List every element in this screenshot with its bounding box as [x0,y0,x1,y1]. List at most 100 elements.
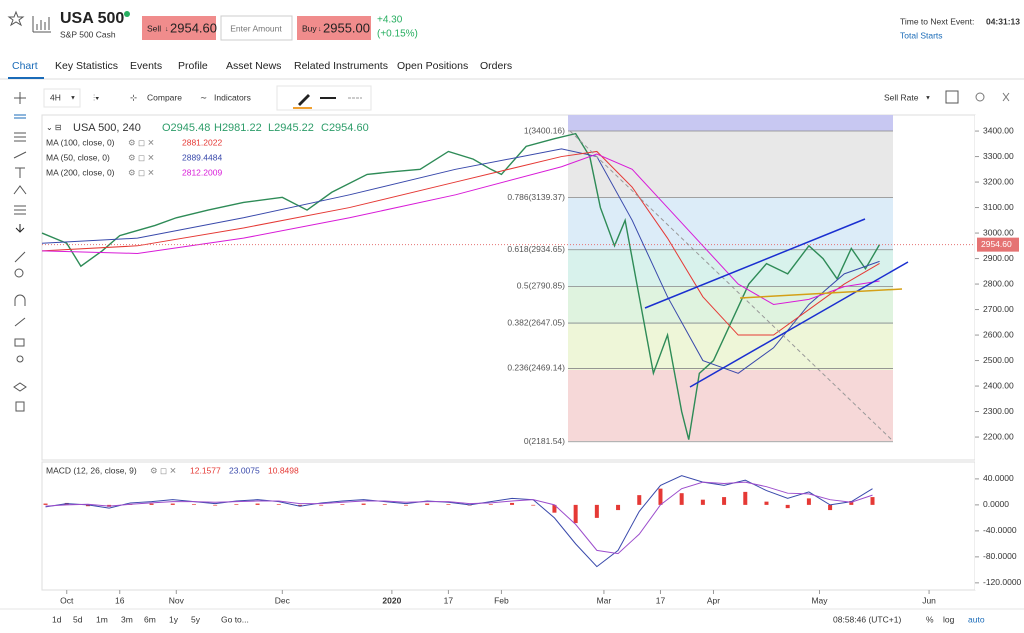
range-button[interactable]: 1m [96,614,108,624]
macd-bar [425,503,430,505]
ma-name: MA (100, close, 0) [46,137,115,147]
log-toggle[interactable]: log [943,614,955,624]
visibility-tool[interactable] [16,355,24,363]
ma-icons[interactable]: ⚙ ◻ ✕ [128,167,155,177]
compare-icon: ⊹ [130,92,138,102]
price-line [41,132,881,440]
amount-input[interactable] [220,15,293,41]
macd-value: 23.0075 [229,465,260,475]
buy-price: 2955.00 [323,20,370,35]
pencil-lock[interactable] [14,317,26,327]
range-button[interactable]: Go to... [221,614,249,624]
legend-low: L2945.22 [268,122,314,134]
crosshair-tool[interactable] [14,92,26,104]
macd-bar [404,504,409,506]
price-badge [977,237,1019,252]
tab[interactable]: Related Instruments [294,60,388,72]
macd-tick-label: 40.0000 [983,473,1014,483]
symbol: USA 500 [60,10,124,27]
lock-tool[interactable] [14,338,25,347]
tab[interactable]: Asset News [226,60,281,72]
text-tool[interactable] [15,167,25,178]
indicators[interactable]: Indicators [214,92,251,102]
tab[interactable]: Key Statistics [55,60,118,72]
fib-diagonal [569,130,894,442]
ma-icons[interactable]: ⚙ ◻ ✕ [128,152,155,162]
macd-bar [658,488,663,505]
macd-bar [828,504,833,511]
x-tick-label: Apr [707,595,720,605]
range-button[interactable]: 1d [52,614,62,624]
fib-band [568,370,893,441]
range-button[interactable]: 3m [121,614,133,624]
ma-line [41,150,880,336]
arrow-tool[interactable] [15,224,25,233]
macd-bar [616,504,621,511]
fib-band [568,249,893,287]
pattern-tool[interactable] [13,185,27,195]
tab[interactable]: Orders [480,60,512,72]
ruler-tool[interactable] [14,251,26,263]
left-toolbar [13,92,27,412]
legend-high: H2981.22 [214,122,262,134]
x-tick-label: 2020 [382,595,401,605]
y-tick-label: 2400.00 [983,380,1014,390]
tab[interactable]: Events [130,60,162,72]
sell-arrow: ↓ [165,26,169,33]
buy-button[interactable] [297,16,371,40]
interval-select[interactable] [43,88,81,108]
range-button[interactable]: 1y [169,614,179,624]
tab[interactable]: Profile [178,60,208,72]
subtitle: S&P 500 Cash [60,29,116,39]
y-tick-label: 3400.00 [983,125,1014,135]
tab[interactable]: Chart [12,60,38,72]
brush-tool[interactable] [13,151,27,159]
pct-toggle[interactable]: % [926,614,934,624]
magnet-tool[interactable] [14,294,26,306]
legend-icon[interactable]: ⌄ ⊟ [46,123,62,132]
tab[interactable]: Open Positions [397,60,468,72]
ma-legend: MA (100, close, 0) ⚙ ◻ ✕ 2881.2022 MA (50, … [46,137,222,177]
y-tick-label: 2200.00 [983,431,1014,441]
y-tick-label: 3000.00 [983,227,1014,237]
macd-bar [149,503,154,505]
legend: ⌄ ⊟ USA 500, 240 O2945.48 H2981.22 L2945… [46,122,369,134]
auto-toggle[interactable]: auto [968,614,985,624]
change: +4.30 [377,15,403,26]
favorite-icon[interactable] [7,10,25,27]
chart-icon[interactable] [32,16,51,33]
candle-type[interactable]: ⫶▾ [93,92,100,102]
fib-band [568,131,893,198]
settings-icon[interactable] [975,92,985,102]
ma-icons[interactable]: ⚙ ◻ ✕ [128,137,155,147]
macd-bar [806,498,811,505]
fullscreen-box[interactable] [945,90,959,104]
sell-button[interactable] [142,16,216,40]
expand-icon[interactable] [1002,92,1010,102]
y-tick-label: 2700.00 [983,304,1014,314]
macd-title: MACD (12, 26, close, 9) [46,465,137,475]
macd-icons[interactable]: ⚙ ◻ ✕ [150,465,177,475]
fib-tool[interactable] [14,132,26,142]
delete-tool[interactable] [15,401,25,412]
macd-bar [488,504,493,505]
trend-tool[interactable] [14,114,26,119]
range-button[interactable]: 5y [191,614,201,624]
zoom-tool[interactable] [14,268,24,278]
measure-tool[interactable] [14,205,26,215]
range-button[interactable]: 5d [73,614,83,624]
rate[interactable]: Sell Rate [884,92,919,102]
macd-bar [679,493,684,505]
compare[interactable]: Compare [147,92,182,102]
layers-tool[interactable] [13,382,27,392]
macd-legend: MACD (12, 26, close, 9) ⚙ ◻ ✕ 12.1577 23… [46,465,299,475]
legend-close: C2954.60 [321,122,369,134]
price-badge-label: 2954.60 [981,239,1012,249]
macd-bar [361,503,366,505]
range-button[interactable]: 6m [144,614,156,624]
footer: 08:58:46 (UTC+1) % log auto 1d 5d 1m 3m 6m 1y… [52,614,985,624]
header: USA 500 S&P 500 Cash Sell ↓ 2954.60 Ente… [7,10,1020,41]
pen-icon[interactable] [298,94,310,106]
event-link[interactable]: Total Starts [900,30,943,40]
